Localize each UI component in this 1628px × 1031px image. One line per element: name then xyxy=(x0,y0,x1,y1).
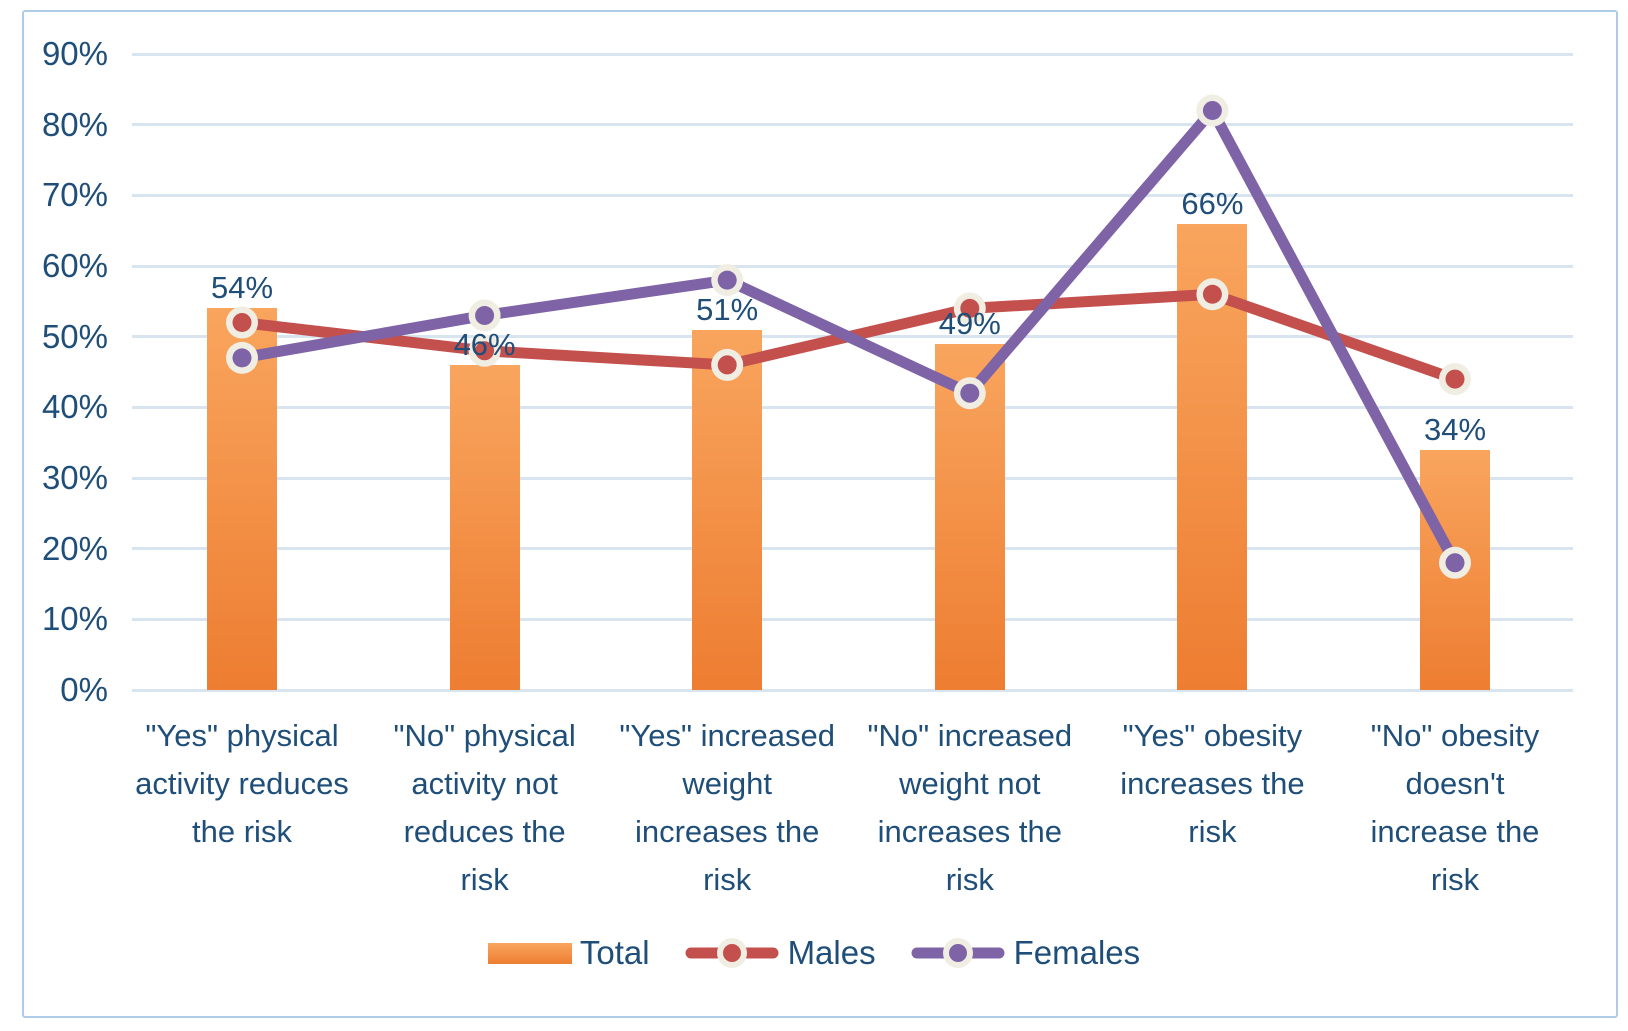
gridline xyxy=(132,476,1573,480)
bar-data-label: 66% xyxy=(1181,185,1244,221)
y-axis-tick-label: 0% xyxy=(60,671,108,708)
males-marker xyxy=(232,313,252,333)
legend-item-females: Females xyxy=(910,934,1141,972)
females-marker xyxy=(717,270,737,290)
category-label: "Yes" physical activity reduces the risk xyxy=(135,718,349,849)
bar-data-label: 54% xyxy=(210,270,274,306)
gridline xyxy=(132,688,1573,692)
females-marker xyxy=(232,348,252,368)
legend-marker-females xyxy=(911,938,1005,968)
males-marker xyxy=(1445,369,1465,389)
legend-swatch-total xyxy=(487,942,572,964)
legend: Total Males Females xyxy=(0,934,1628,972)
legend-label: Total xyxy=(579,934,650,971)
females-marker xyxy=(1202,101,1222,121)
males-marker xyxy=(960,298,980,318)
y-axis-tick-label: 90% xyxy=(41,35,108,72)
category-label: "Yes" obesity increases the risk xyxy=(1120,718,1305,849)
bar-data-label: 34% xyxy=(1423,411,1487,447)
gridline xyxy=(132,52,1573,56)
category-label: "No" obesity doesn't increase the risk xyxy=(1370,718,1540,897)
legend-item-total: Total xyxy=(487,934,650,972)
bar-data-label: 49% xyxy=(938,305,1001,341)
gridline xyxy=(132,547,1573,551)
males-marker xyxy=(475,341,495,361)
females-marker xyxy=(960,383,980,403)
gridline xyxy=(132,193,1573,197)
y-axis-tick-label: 30% xyxy=(41,459,108,496)
y-axis-tick-label: 80% xyxy=(41,105,108,143)
y-axis-tick-label: 70% xyxy=(41,176,108,214)
bar-data-label: 51% xyxy=(696,291,759,327)
legend-marker-males xyxy=(685,938,779,968)
females-marker xyxy=(1445,553,1465,573)
males-marker xyxy=(717,355,737,375)
chart-frame xyxy=(22,10,1618,1018)
gridline xyxy=(132,264,1573,268)
legend-label: Males xyxy=(787,934,876,971)
category-label: "No" physical activity not reduces the r… xyxy=(393,718,576,897)
gridline xyxy=(132,123,1573,127)
legend-label: Females xyxy=(1013,934,1141,971)
gridline xyxy=(132,405,1573,409)
legend-item-males: Males xyxy=(684,934,876,972)
females-marker xyxy=(475,305,495,325)
females-line xyxy=(236,105,1461,569)
y-axis-tick-label: 10% xyxy=(41,600,108,638)
y-axis-tick-label: 60% xyxy=(41,247,108,284)
y-axis-tick-label: 20% xyxy=(41,529,108,567)
y-axis-tick-label: 50% xyxy=(41,317,108,355)
category-label: "No" increased weight not increases the … xyxy=(867,718,1073,897)
category-label: "Yes" increased weight increases the ris… xyxy=(619,718,835,897)
total-bar xyxy=(692,329,763,690)
total-bar xyxy=(449,364,520,690)
y-axis-tick-label: 40% xyxy=(41,388,108,426)
bar-data-label: 46% xyxy=(453,326,516,362)
males-marker xyxy=(1202,284,1222,304)
gridline xyxy=(132,617,1573,621)
